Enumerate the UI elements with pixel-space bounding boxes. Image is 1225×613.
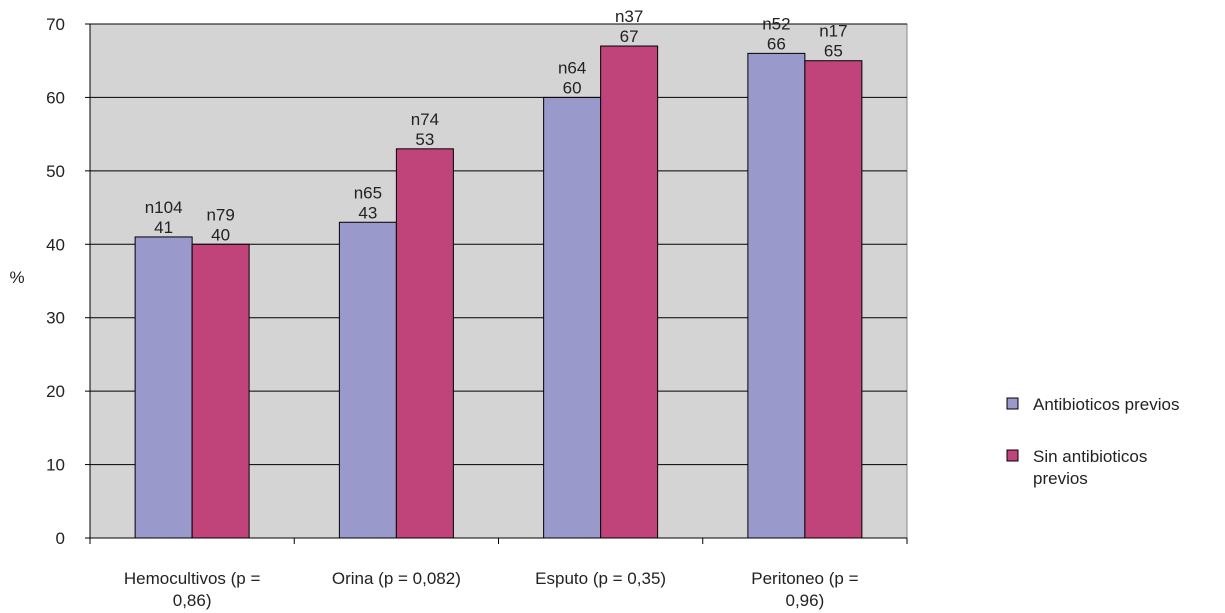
bar [338,221,397,539]
data-label: n37 [615,7,643,26]
y-tick-label: 60 [46,88,65,107]
data-label: 40 [211,225,230,244]
data-label: 43 [358,203,377,222]
data-label: 66 [767,34,786,53]
bar [191,243,250,539]
y-tick-label: 50 [46,162,65,181]
legend-label: Antibioticos previos [1033,395,1179,414]
data-label: n64 [558,58,586,77]
data-label: n17 [819,22,847,41]
bar [395,148,454,539]
legend-label: previos [1033,469,1088,488]
bar [804,60,863,539]
y-axis-label: % [9,268,24,287]
data-label: n65 [354,183,382,202]
legend: Antibioticos previos Sin antibioticos prev… [1006,395,1179,488]
data-label: 67 [620,27,639,46]
data-label: 65 [824,42,843,61]
y-tick-label: 40 [46,235,65,254]
data-label: 53 [415,130,434,149]
legend-swatch [1006,397,1019,410]
y-tick-label: 20 [46,382,65,401]
y-tick-label: 10 [46,456,65,475]
data-label: 60 [563,78,582,97]
data-label: n79 [206,205,234,224]
y-tick-label: 70 [46,15,65,34]
x-category-label: Esputo (p = 0,35) [535,569,666,588]
y-tick-label: 0 [56,529,65,548]
x-category-label: Hemocultivos (p = [124,569,261,588]
data-label: 41 [154,218,173,237]
x-category-label: 0,86) [173,591,212,610]
legend-swatch [1006,449,1019,462]
axes: 0 10 20 30 40 50 60 70% Hemocultivos (p = 0,86) Or… [9,15,908,610]
x-category-label: Peritoneo (p = [751,569,858,588]
legend-label: Sin antibioticos [1033,447,1147,466]
data-label: n52 [762,14,790,33]
bar [134,236,193,539]
bar [543,96,602,539]
data-label: n74 [411,110,439,129]
bar [747,52,806,539]
x-category-label: Orina (p = 0,082) [332,569,461,588]
data-label: n104 [145,198,183,217]
y-tick-label: 30 [46,309,65,328]
bar [600,45,659,539]
bars [134,45,863,539]
x-category-label: 0,96) [786,591,825,610]
